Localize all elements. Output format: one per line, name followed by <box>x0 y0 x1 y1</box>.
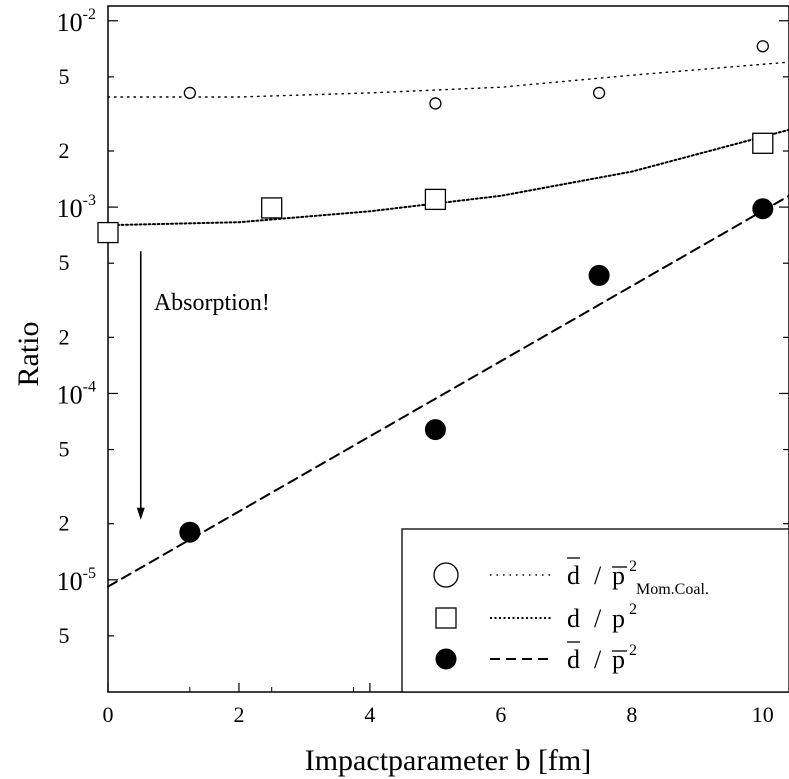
x-tick-label: 6 <box>495 702 506 727</box>
legend-slash: / <box>594 604 602 633</box>
annotation-arrow-head <box>136 507 145 520</box>
data-point-series-2 <box>752 132 774 154</box>
y-tick-label: 5 <box>59 437 70 462</box>
y-tick-label: 2 <box>59 324 70 349</box>
legend-marker-3 <box>435 648 457 670</box>
x-tick-label: 2 <box>233 702 244 727</box>
y-tick-label: 5 <box>59 250 70 275</box>
y-tick-label: 2 <box>59 511 70 536</box>
legend-numerator: d <box>567 604 580 633</box>
data-point-series-3 <box>752 198 774 220</box>
legend-power: 2 <box>629 558 637 575</box>
x-tick-label: 0 <box>103 702 114 727</box>
legend-power: 2 <box>629 642 637 659</box>
data-point-series-3 <box>588 264 610 286</box>
fit-curves <box>107 61 789 588</box>
data-point-series-3 <box>424 419 446 441</box>
axis-ticks: 0 2 4 6 8 10 10-2 5 2 10-3 5 2 10-4 5 2 10-5 5 <box>57 6 789 727</box>
data-point-series-2 <box>261 197 283 219</box>
y-tick-label: 2 <box>59 138 70 163</box>
data-point-series-3 <box>179 521 201 543</box>
data-point-series-1 <box>592 86 606 100</box>
legend-marker-2 <box>435 607 457 629</box>
legend-slash: / <box>594 561 602 590</box>
legend-denominator: p <box>612 561 625 590</box>
legend-numerator: d <box>567 561 580 590</box>
y-tick-label: 10-5 <box>57 565 96 596</box>
y-tick-label: 5 <box>59 64 70 89</box>
legend-subscript: Mom.Coal. <box>636 581 709 598</box>
data-point-series-1 <box>183 86 197 100</box>
legend-slash: / <box>594 645 602 674</box>
x-tick-label: 4 <box>364 702 375 727</box>
annotation: Absorption! <box>136 251 270 520</box>
y-tick-label: 10-4 <box>57 378 96 409</box>
legend-numerator: d <box>567 645 580 674</box>
annotation-text: Absorption! <box>154 290 270 316</box>
legend-box <box>401 528 789 693</box>
legend-denominator: p <box>612 604 625 633</box>
fit-line-1 <box>107 61 789 98</box>
fit-line-3 <box>107 194 789 588</box>
x-tick-label: 10 <box>752 702 774 727</box>
data-point-series-1 <box>429 97 442 110</box>
y-tick-label: 10-3 <box>57 192 96 223</box>
legend-power: 2 <box>629 601 637 618</box>
y-tick-label: 5 <box>59 623 70 648</box>
legend-marker-1 <box>433 562 459 588</box>
y-tick-label: 10-2 <box>57 6 96 37</box>
data-point-series-1 <box>756 40 769 53</box>
legend-denominator: p <box>612 645 625 674</box>
data-point-series-2 <box>424 188 447 211</box>
y-axis-title: Ratio <box>12 322 45 387</box>
data-points <box>97 40 774 543</box>
x-tick-label: 8 <box>626 702 637 727</box>
data-point-series-2 <box>97 221 119 244</box>
fit-line-2 <box>107 128 789 227</box>
x-axis-title: Impactparameter b [fm] <box>305 744 592 777</box>
